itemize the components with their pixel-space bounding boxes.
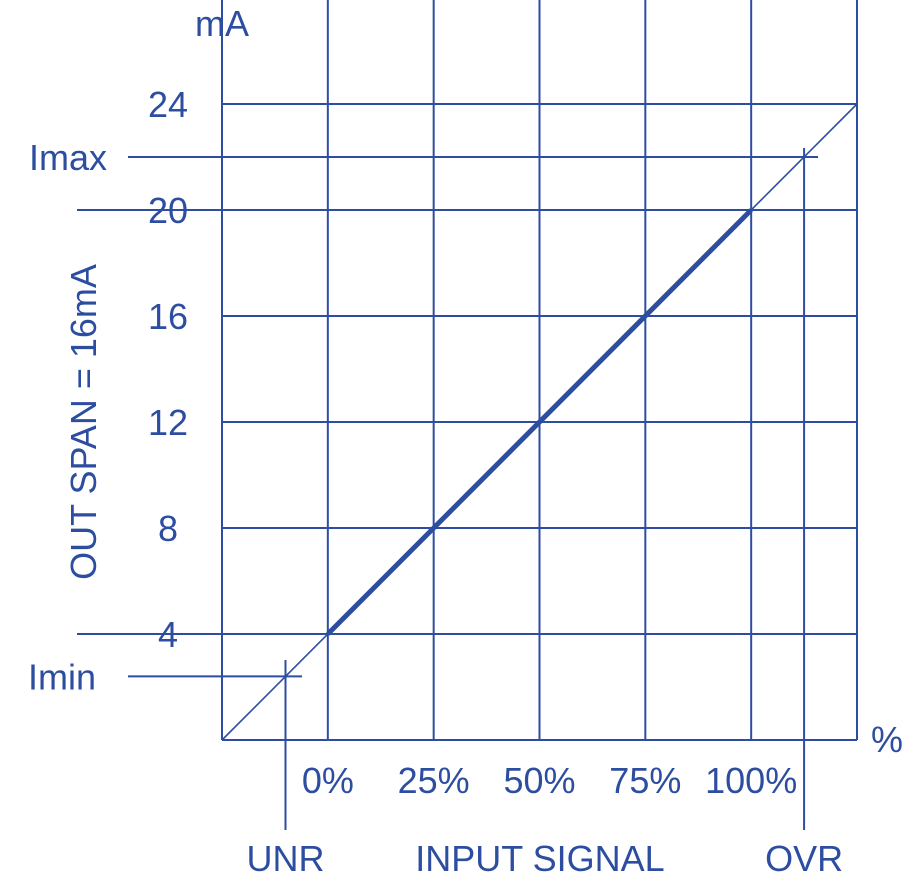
labels: mA % OUT SPAN = 16mA INPUT SIGNAL Imin UN… bbox=[28, 3, 903, 876]
ovr-label: OVR bbox=[765, 838, 843, 876]
grid bbox=[221, 0, 858, 741]
y-tick-label: 12 bbox=[148, 402, 188, 443]
unr-label: UNR bbox=[247, 838, 325, 876]
y-tick-label: 16 bbox=[148, 296, 188, 337]
transfer-line-nominal bbox=[326, 208, 753, 636]
x-tick-label: 0% bbox=[302, 760, 354, 801]
x-axis-title: INPUT SIGNAL bbox=[415, 838, 664, 876]
x-tick-label: 50% bbox=[503, 760, 575, 801]
reference-lines bbox=[77, 148, 818, 830]
y-tick-label: 8 bbox=[158, 508, 178, 549]
x-tick-label: 25% bbox=[398, 760, 470, 801]
x-tick-label: 100% bbox=[705, 760, 797, 801]
x-tick-label: 75% bbox=[609, 760, 681, 801]
y-tick-label: 4 bbox=[158, 614, 178, 655]
y-unit-label: mA bbox=[195, 3, 249, 44]
curve bbox=[221, 103, 858, 741]
y-tick-label: 20 bbox=[148, 190, 188, 231]
imax-label: Imax bbox=[29, 137, 107, 178]
imin-label: Imin bbox=[28, 656, 96, 697]
x-unit-label: % bbox=[871, 719, 903, 760]
y-axis-title: OUT SPAN = 16mA bbox=[63, 264, 104, 580]
y-tick-label: 24 bbox=[148, 84, 188, 125]
